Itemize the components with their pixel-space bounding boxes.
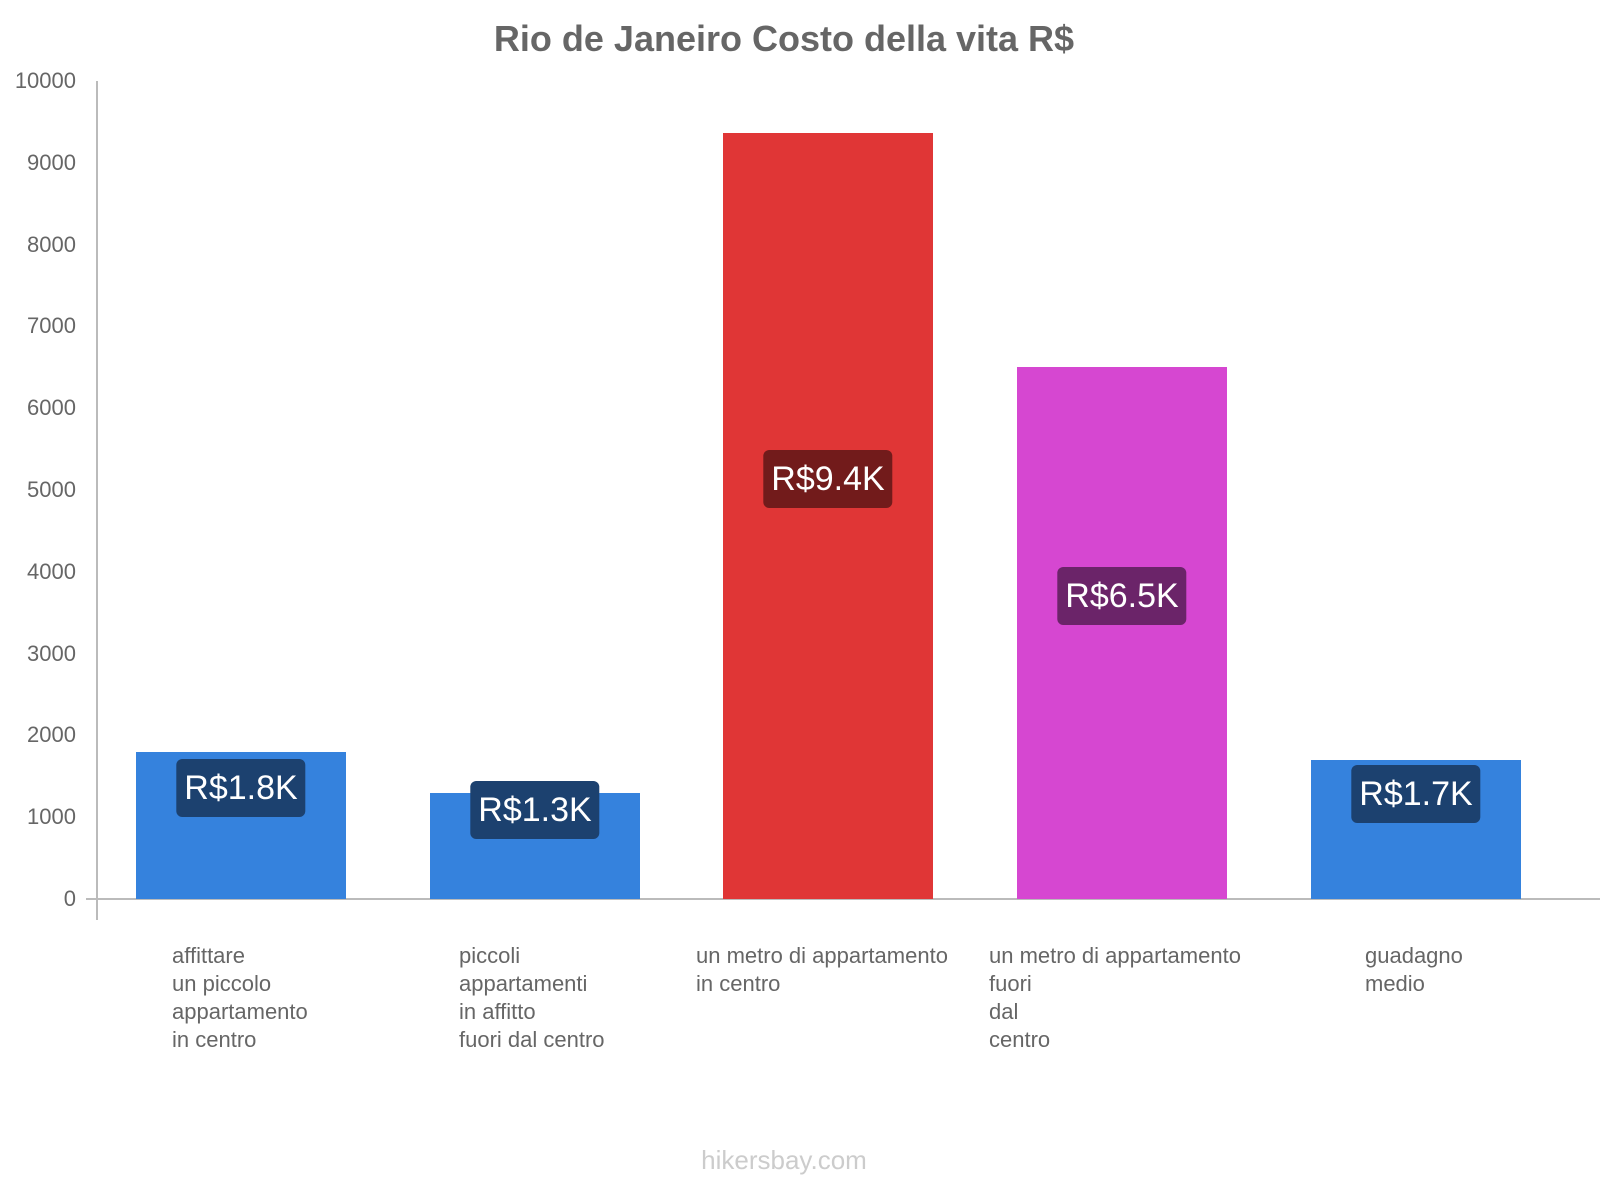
y-tick-label: 10000 bbox=[14, 68, 76, 93]
y-tick-label: 9000 bbox=[27, 150, 76, 175]
y-tick-label: 2000 bbox=[27, 722, 76, 747]
x-category-label: affittare un piccolo appartamento in cen… bbox=[172, 943, 308, 1052]
bar-value-label: R$1.7K bbox=[1351, 765, 1481, 823]
bar[interactable] bbox=[1017, 367, 1227, 899]
bar-value-label: R$1.8K bbox=[176, 759, 306, 817]
bar-value-label: R$1.3K bbox=[470, 781, 600, 839]
watermark: hikersbay.com bbox=[701, 1145, 867, 1175]
bar-value-label: R$6.5K bbox=[1057, 567, 1187, 625]
y-tick-label: 4000 bbox=[27, 559, 76, 584]
chart-title: Rio de Janeiro Costo della vita R$ bbox=[493, 18, 1075, 59]
x-axis-line bbox=[86, 898, 1600, 900]
x-category-label: un metro di appartamento fuori dal centr… bbox=[989, 943, 1241, 1052]
x-category-label: piccoli appartamenti in affitto fuori da… bbox=[459, 943, 605, 1052]
bar-value-label: R$9.4K bbox=[763, 450, 893, 508]
y-tick-label: 6000 bbox=[27, 395, 76, 420]
y-tick-label: 3000 bbox=[27, 641, 76, 666]
y-tick-label: 1000 bbox=[27, 804, 76, 829]
bar[interactable] bbox=[723, 132, 933, 899]
x-category-label: un metro di appartamento in centro bbox=[696, 943, 948, 996]
y-tick-label: 0 bbox=[63, 886, 76, 911]
y-tick-label: 5000 bbox=[27, 477, 76, 502]
x-category-label: guadagno medio bbox=[1365, 943, 1463, 996]
y-tick-label: 7000 bbox=[27, 313, 76, 338]
y-axis-line bbox=[96, 81, 98, 920]
y-tick-label: 8000 bbox=[27, 232, 76, 257]
